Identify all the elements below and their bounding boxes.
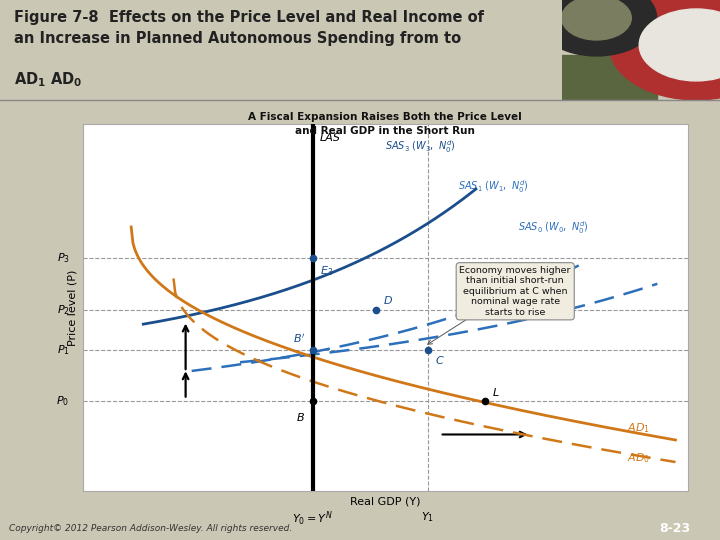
Text: $SAS_0\ (W_0,\ N_0^d)$: $SAS_0\ (W_0,\ N_0^d)$ xyxy=(518,219,589,235)
Text: $SAS_1\ (W_1,\ N_0^d)$: $SAS_1\ (W_1,\ N_0^d)$ xyxy=(458,179,528,195)
Text: $L$: $L$ xyxy=(492,386,500,398)
Text: $P_0$: $P_0$ xyxy=(56,395,70,408)
Circle shape xyxy=(536,0,657,56)
Text: $SAS_3\ (W_3,\ N_0^d)$: $SAS_3\ (W_3,\ N_0^d)$ xyxy=(385,138,456,155)
Text: $\mathbf{AD_1}$ $\mathbf{AD_0}$: $\mathbf{AD_1}$ $\mathbf{AD_0}$ xyxy=(14,70,83,89)
Text: 8-23: 8-23 xyxy=(660,522,690,535)
Text: $B'$: $B'$ xyxy=(293,332,305,345)
Circle shape xyxy=(639,9,720,81)
Text: $Y_0 = Y^N$: $Y_0 = Y^N$ xyxy=(292,510,333,528)
Circle shape xyxy=(609,0,720,100)
Bar xyxy=(546,55,657,110)
Text: Economy moves higher
than initial short-run
equilibrium at C when
nominal wage r: Economy moves higher than initial short-… xyxy=(459,266,571,316)
Text: $B$: $B$ xyxy=(297,410,305,423)
Text: $D$: $D$ xyxy=(383,294,393,306)
Text: Figure 7-8  Effects on the Price Level and Real Income of
an Increase in Planned: Figure 7-8 Effects on the Price Level an… xyxy=(14,10,484,46)
Text: Copyright© 2012 Pearson Addison-Wesley. All rights reserved.: Copyright© 2012 Pearson Addison-Wesley. … xyxy=(9,524,292,533)
Text: $P_2$: $P_2$ xyxy=(57,303,70,316)
Text: A Fiscal Expansion Raises Both the Price Level
and Real GDP in the Short Run: A Fiscal Expansion Raises Both the Price… xyxy=(248,112,522,136)
X-axis label: Real GDP (Y): Real GDP (Y) xyxy=(350,497,420,507)
Text: LAS: LAS xyxy=(320,133,341,144)
Text: $Y_1$: $Y_1$ xyxy=(421,510,434,524)
Circle shape xyxy=(562,0,631,40)
Y-axis label: Price level (P): Price level (P) xyxy=(67,269,77,346)
Text: $P_3$: $P_3$ xyxy=(57,251,70,265)
Text: $E_3$: $E_3$ xyxy=(320,264,333,278)
Text: $AD_0$: $AD_0$ xyxy=(627,451,650,465)
Text: $AD_1$: $AD_1$ xyxy=(627,421,650,435)
Text: $C$: $C$ xyxy=(435,354,444,366)
Text: $P_1$: $P_1$ xyxy=(57,343,70,357)
